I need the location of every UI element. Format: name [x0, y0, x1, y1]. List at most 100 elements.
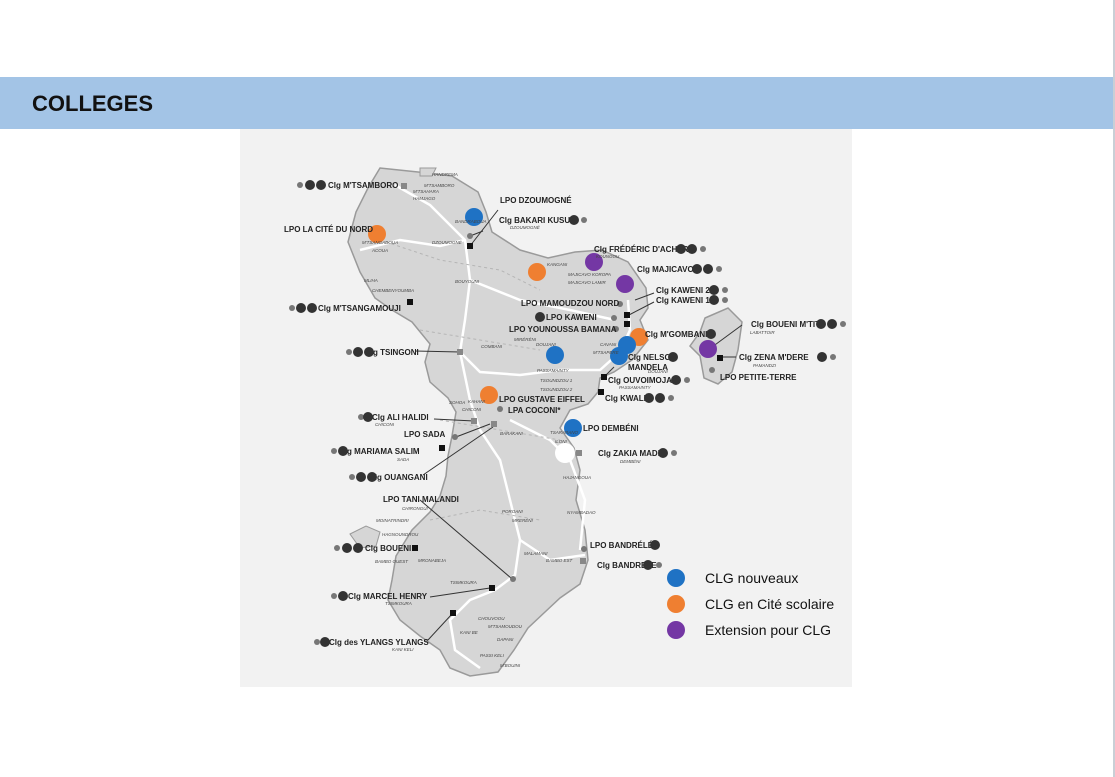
town: MOINATRINDRI — [376, 518, 409, 523]
marker-lpo-petite-terre — [709, 367, 715, 373]
marker-kaweni-2 — [624, 312, 630, 318]
label-lpa-coconi: LPA COCONI* — [508, 406, 561, 415]
bullet-icon — [346, 349, 352, 355]
bullet-icon — [331, 593, 337, 599]
label-boueni-mtiti: Clg BOUENI M'TITI — [751, 320, 822, 329]
s-badge-icon — [305, 180, 315, 190]
u-badge-icon — [827, 319, 837, 329]
town: LABATTOIR — [750, 330, 775, 335]
town: PAMANDZI — [753, 363, 777, 368]
legend-label: CLG en Cité scolaire — [705, 596, 835, 612]
marker-ali-halidi — [471, 418, 477, 424]
bullet-icon — [581, 217, 587, 223]
town: PASSAMAINTY — [619, 385, 652, 390]
dot-extension-achery — [585, 253, 603, 271]
page-edge-divider — [1113, 0, 1115, 777]
town: ILONI — [555, 439, 568, 444]
marker-boueni — [412, 545, 418, 551]
label-mandela: MANDELA — [628, 363, 668, 372]
dot-new-dembeni — [564, 419, 582, 437]
town: DEMBÉNI — [620, 458, 641, 464]
university-logo — [555, 443, 575, 463]
bullet-icon — [289, 305, 295, 311]
town: TSIMKOURA — [385, 601, 412, 606]
u-badge-icon — [643, 560, 653, 570]
label-zakia-madi: Clg ZAKIA MADI — [598, 449, 660, 458]
bullet-icon — [349, 474, 355, 480]
u-badge-icon — [655, 393, 665, 403]
leader-lines — [367, 209, 743, 641]
school-labels: Clg M'TSAMBORO LPO DZOUMOGNÉ Clg BAKARI … — [284, 181, 822, 647]
label-ouvoimoja: Clg OUVOIMOJA — [608, 376, 672, 385]
town: KOUNGOU — [596, 254, 620, 259]
label-marcel-henry: Clg MARCEL HENRY — [348, 592, 428, 601]
bullet-icon — [684, 377, 690, 383]
bullet-icon — [716, 266, 722, 272]
bullet-icon — [830, 354, 836, 360]
bullet-icon — [334, 545, 340, 551]
label-lpo-dzoumogne: LPO DZOUMOGNÉ — [500, 196, 572, 205]
bullet-icon — [668, 395, 674, 401]
town: KAHANI — [468, 399, 486, 404]
marker-lpo-dzoumogne — [467, 233, 473, 239]
marker-mtsamboro — [401, 183, 407, 189]
islet-north — [419, 167, 437, 177]
town: DZOUMOGNÉ — [510, 224, 541, 230]
bullet-icon — [297, 182, 303, 188]
u-badge-icon — [307, 303, 317, 313]
legend-item-cite: CLG en Cité scolaire — [667, 594, 834, 614]
label-mtsamboro: Clg M'TSAMBORO — [328, 181, 398, 190]
town: M'TSAHARA — [413, 189, 439, 194]
label-kwale: Clg KWALÉ — [605, 394, 650, 403]
badge-icons — [289, 180, 846, 647]
town: MAJICAVO LAMIR — [568, 280, 607, 285]
town: DAPANI — [497, 637, 514, 642]
label-nelson: Clg NELSON — [628, 353, 677, 362]
dot-extension-majicavo — [616, 275, 634, 293]
commune-boundaries — [379, 239, 561, 521]
u-badge-icon — [706, 329, 716, 339]
town: BAMBO OUEST — [375, 559, 409, 564]
label-ouangani: Clg OUANGANI — [369, 473, 428, 482]
s-badge-icon — [356, 472, 366, 482]
u-badge-icon — [338, 591, 348, 601]
town: NYAMBADAO — [567, 510, 596, 515]
marker-bandrele — [580, 558, 586, 564]
bullet-icon — [358, 414, 364, 420]
town: HAGNOUNDROU — [382, 532, 419, 537]
label-lpo-cite-nord: LPO LA CITÉ DU NORD — [284, 225, 373, 234]
label-majicavo: Clg MAJICAVO — [637, 265, 694, 274]
u-badge-icon — [316, 180, 326, 190]
u-badge-icon — [703, 264, 713, 274]
dot-cite-gustave-eiffel — [480, 386, 498, 404]
dot-cite-koungou — [528, 263, 546, 281]
label-boueni: Clg BOUENI — [365, 544, 411, 553]
label-lpo-dembeni: LPO DEMBÉNI — [583, 424, 639, 433]
bullet-icon — [671, 450, 677, 456]
s-badge-icon — [644, 393, 654, 403]
label-tsingoni: Clg TSINGONI — [365, 348, 419, 357]
legend-item-new: CLG nouveaux — [667, 568, 798, 588]
town: KANGANI — [547, 262, 568, 267]
s-badge-icon — [342, 543, 352, 553]
u-badge-icon — [817, 352, 827, 362]
label-bandrele: Clg BANDRELE — [597, 561, 657, 570]
u-badge-icon — [367, 472, 377, 482]
label-ylangs: Clg des YLANGS YLANGS — [329, 638, 429, 647]
town: TSOUNDZOU 2 — [540, 387, 573, 392]
town: PASSAMAINTY — [537, 368, 570, 373]
marker-kwale — [598, 389, 604, 395]
town: CHEMBENYOUMBA — [372, 288, 414, 293]
bullet-icon — [840, 321, 846, 327]
u-badge-icon — [535, 312, 545, 322]
town: BARAKANI — [500, 431, 524, 436]
town: MRONABEJA — [418, 558, 446, 563]
marker-zena-mdere — [717, 355, 723, 361]
dot-extension-petite-terre — [699, 340, 717, 358]
marker-lpo-mamoudzou-nord — [617, 301, 623, 307]
town: CHOUVOOU — [478, 616, 505, 621]
town: MIRÉRÉNI — [514, 336, 537, 342]
label-kaweni-2: Clg KAWENI 2 — [656, 286, 710, 295]
town: KANI KELI — [392, 647, 414, 652]
town: COMBANI — [481, 344, 503, 349]
